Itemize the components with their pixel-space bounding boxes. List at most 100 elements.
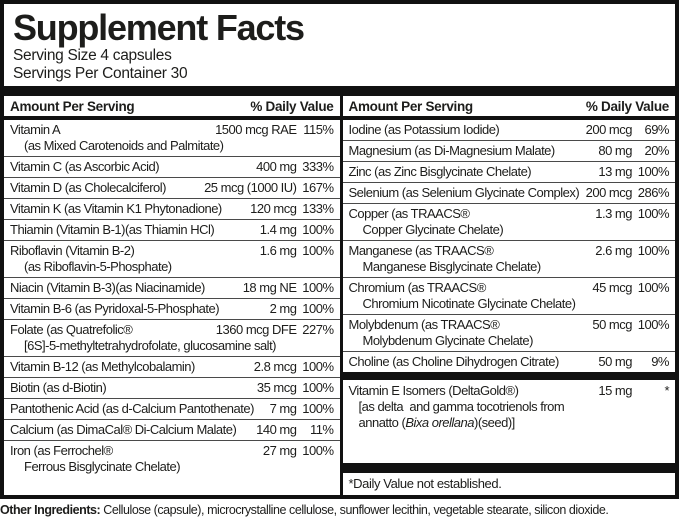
nutrient-name: Folate (as Quatrefolic® bbox=[10, 322, 133, 337]
footnote-divider-bar bbox=[342, 463, 675, 473]
nutrient-name: Niacin (Vitamin B-3)(as Niacinamide) bbox=[10, 280, 205, 295]
nutrient-daily-value: 100% bbox=[637, 243, 670, 258]
nutrient-row: Copper (as TRAACS® 1.3 mg 100% Copper Gl… bbox=[342, 203, 675, 240]
daily-value-footnote: *Daily Value not established. bbox=[348, 476, 502, 491]
nutrient-amount: 1.3 mg bbox=[595, 206, 632, 221]
vitamin-e-main: Vitamin E Isomers (DeltaGold®) 15 mg * bbox=[349, 383, 670, 399]
nutrient-row: Pantothenic Acid (as d-Calcium Pantothen… bbox=[4, 398, 340, 419]
nutrient-name: Pantothenic Acid (as d-Calcium Pantothen… bbox=[10, 401, 254, 416]
nutrient-amount: 200 mcg bbox=[585, 185, 633, 200]
nutrient-name: Vitamin A bbox=[10, 122, 61, 137]
nutrient-daily-value: 100% bbox=[637, 280, 670, 295]
nutrient-amount: 50 mcg bbox=[592, 317, 632, 332]
nutrient-source-wrap: Ferrous Bisglycinate Chelate) bbox=[24, 459, 181, 474]
nutrient-amount: 1360 mcg DFE bbox=[215, 322, 297, 337]
nutrient-amount: 140 mg bbox=[256, 422, 297, 437]
nutrient-row-main: Folate (as Quatrefolic® 1360 mcg DFE 227… bbox=[10, 322, 334, 338]
nutrient-source-wrap: Chromium Nicotinate Glycinate Chelate) bbox=[362, 296, 576, 311]
nutrient-amount: 35 mcg bbox=[256, 380, 297, 395]
nutrient-amount: 13 mg bbox=[598, 164, 632, 179]
nutrient-row: Vitamin A 1500 mcg RAE 115% (as Mixed Ca… bbox=[4, 120, 340, 156]
nutrient-row-main: Molybdenum (as TRAACS® 50 mcg 100% bbox=[349, 317, 670, 333]
nutrient-row-main: Thiamin (Vitamin B-1)(as Thiamin HCl) 1.… bbox=[10, 222, 334, 238]
nutrient-row: Vitamin D (as Cholecalciferol) 25 mcg (1… bbox=[4, 177, 340, 198]
botanical-name: Bixa orellana bbox=[405, 415, 474, 430]
serving-size: Serving Size 4 capsules bbox=[13, 47, 172, 64]
vitamin-e-source-line-2: annatto (Bixa orellana)(seed)] bbox=[349, 415, 670, 431]
section-divider-bar bbox=[342, 372, 675, 380]
nutrient-row-main: Iodine (as Potassium Iodide) 200 mcg 69% bbox=[349, 122, 670, 138]
nutrient-row: Vitamin C (as Ascorbic Acid) 400 mg 333% bbox=[4, 156, 340, 177]
nutrient-row: Riboflavin (Vitamin B-2) 1.6 mg 100% (as… bbox=[4, 240, 340, 277]
nutrient-name: Vitamin D (as Cholecalciferol) bbox=[10, 180, 167, 195]
nutrient-row-main: Pantothenic Acid (as d-Calcium Pantothen… bbox=[10, 401, 334, 417]
nutrient-row-main: Iron (as Ferrochel® 27 mg 100% bbox=[10, 443, 334, 459]
nutrient-row-main: Vitamin A 1500 mcg RAE 115% bbox=[10, 122, 334, 138]
servings-per-container: Servings Per Container 30 bbox=[13, 65, 188, 82]
nutrient-daily-value: 115% bbox=[303, 122, 334, 137]
nutrient-row-main: Niacin (Vitamin B-3)(as Niacinamide) 18 … bbox=[10, 280, 334, 296]
nutrient-row: Manganese (as TRAACS® 2.6 mg 100% Mangan… bbox=[342, 240, 675, 277]
nutrient-name: Selenium (as Selenium Glycinate Complex) bbox=[348, 185, 580, 200]
nutrient-row-main: Zinc (as Zinc Bisglycinate Chelate) 13 m… bbox=[349, 164, 670, 180]
nutrient-daily-value: 20% bbox=[644, 143, 669, 158]
nutrient-row-main: Vitamin D (as Cholecalciferol) 25 mcg (1… bbox=[10, 180, 334, 196]
nutrient-row: Vitamin B-12 (as Methylcobalamin) 2.8 mc… bbox=[4, 356, 340, 377]
nutrient-row: Niacin (Vitamin B-3)(as Niacinamide) 18 … bbox=[4, 277, 340, 298]
amount-per-serving-header: Amount Per Serving bbox=[10, 99, 135, 114]
vitamin-e-source-prefix: annatto ( bbox=[358, 415, 406, 430]
nutrient-daily-value: 100% bbox=[302, 359, 334, 374]
other-ingredients-label: Other Ingredients: bbox=[0, 503, 101, 517]
nutrient-name: Thiamin (Vitamin B-1)(as Thiamin HCl) bbox=[10, 222, 215, 237]
vitamin-e-row: Vitamin E Isomers (DeltaGold®) 15 mg * [… bbox=[343, 380, 676, 433]
nutrient-name: Copper (as TRAACS® bbox=[348, 206, 470, 221]
nutrient-row: Molybdenum (as TRAACS® 50 mcg 100% Molyb… bbox=[342, 314, 675, 351]
nutrient-row: Selenium (as Selenium Glycinate Complex)… bbox=[342, 182, 675, 203]
nutrient-daily-value: 286% bbox=[637, 185, 670, 200]
nutrient-row-main: Magnesium (as Di-Magnesium Malate) 80 mg… bbox=[349, 143, 670, 159]
daily-value-header: % Daily Value bbox=[585, 99, 669, 114]
column-right-header: Amount Per Serving % Daily Value bbox=[342, 96, 675, 120]
nutrient-row: Thiamin (Vitamin B-1)(as Thiamin HCl) 1.… bbox=[4, 219, 340, 240]
nutrient-amount: 25 mcg (1000 IU) bbox=[204, 180, 297, 195]
nutrient-name: Biotin (as d-Biotin) bbox=[10, 380, 107, 395]
nutrient-daily-value: 69% bbox=[644, 122, 669, 137]
nutrient-name: Iron (as Ferrochel® bbox=[10, 443, 113, 458]
nutrient-daily-value: 100% bbox=[302, 280, 334, 295]
nutrient-source-wrap: [6S]-5-methyltetrahydrofolate, glucosami… bbox=[24, 338, 277, 353]
column-right: Amount Per Serving % Daily Value Iodine … bbox=[339, 96, 676, 495]
label-header: Supplement Facts Serving Size 4 capsules… bbox=[4, 4, 675, 86]
amount-per-serving-header: Amount Per Serving bbox=[348, 99, 474, 114]
nutrient-row: Chromium (as TRAACS® 45 mcg 100% Chromiu… bbox=[342, 277, 675, 314]
other-ingredients-text: Cellulose (capsule), microcrystalline ce… bbox=[100, 503, 609, 517]
nutrient-daily-value: 100% bbox=[302, 243, 334, 258]
nutrient-daily-value: 100% bbox=[637, 317, 670, 332]
nutrient-name: Magnesium (as Di-Magnesium Malate) bbox=[348, 143, 556, 158]
nutrient-source-wrap: Copper Glycinate Chelate) bbox=[362, 222, 504, 237]
nutrient-name: Calcium (as DimaCal® Di-Calcium Malate) bbox=[10, 422, 237, 437]
nutrient-source-wrap: (as Riboflavin-5-Phosphate) bbox=[24, 259, 172, 274]
nutrient-row-main: Vitamin C (as Ascorbic Acid) 400 mg 333% bbox=[10, 159, 334, 175]
nutrient-source-wrap: (as Mixed Carotenoids and Palmitate) bbox=[24, 138, 224, 153]
nutrient-source-wrap: Molybdenum Glycinate Chelate) bbox=[362, 333, 534, 348]
nutrient-row-main: Copper (as TRAACS® 1.3 mg 100% bbox=[349, 206, 670, 222]
nutrient-row: Folate (as Quatrefolic® 1360 mcg DFE 227… bbox=[4, 319, 340, 356]
nutrient-amount: 120 mcg bbox=[250, 201, 297, 216]
nutrient-row-main: Vitamin B-6 (as Pyridoxal-5-Phosphate) 2… bbox=[10, 301, 334, 317]
nutrient-amount: 400 mg bbox=[256, 159, 297, 174]
column-left: Amount Per Serving % Daily Value Vitamin… bbox=[4, 96, 340, 495]
nutrient-row-main: Vitamin B-12 (as Methylcobalamin) 2.8 mc… bbox=[10, 359, 334, 375]
nutrient-row: Vitamin K (as Vitamin K1 Phytonadione) 1… bbox=[4, 198, 340, 219]
nutrient-daily-value: 11% bbox=[309, 422, 334, 437]
nutrient-amount: 200 mcg bbox=[585, 122, 633, 137]
vitamin-e-source-line-1: [as delta and gamma tocotrienols from bbox=[358, 399, 565, 414]
nutrient-amount: 45 mcg bbox=[592, 280, 632, 295]
nutrient-row-main: Biotin (as d-Biotin) 35 mcg 100% bbox=[10, 380, 334, 396]
supplement-facts-label: Supplement Facts Serving Size 4 capsules… bbox=[0, 0, 679, 499]
nutrient-daily-value: 100% bbox=[302, 301, 334, 316]
footnote-block: *Daily Value not established. bbox=[342, 463, 675, 495]
label-title: Supplement Facts bbox=[13, 7, 305, 48]
nutrient-name: Choline (as Choline Dihydrogen Citrate) bbox=[348, 354, 560, 369]
nutrient-daily-value: 100% bbox=[302, 401, 334, 416]
nutrient-name: Vitamin B-12 (as Methylcobalamin) bbox=[10, 359, 195, 374]
